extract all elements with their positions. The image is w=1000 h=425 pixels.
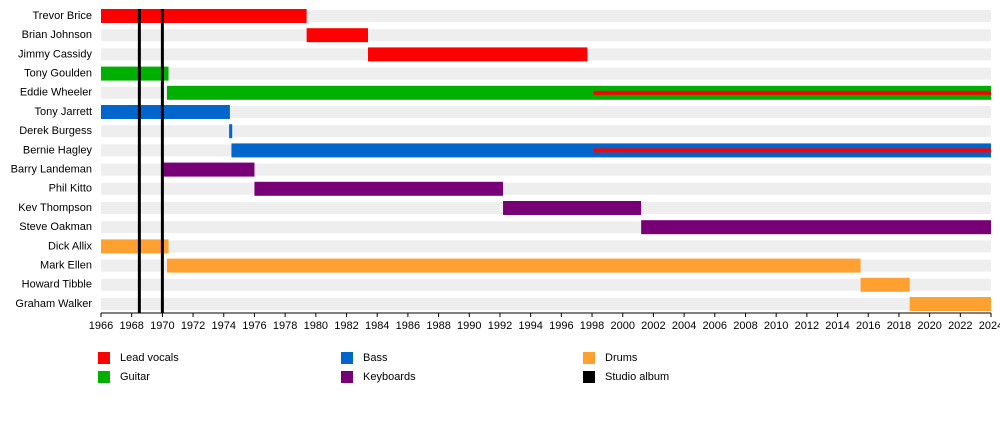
x-tick-label: 1984	[365, 320, 389, 332]
legend-label: Bass	[363, 352, 388, 364]
row-band	[101, 29, 991, 42]
member-bar	[162, 162, 255, 177]
x-tick-label: 1996	[549, 320, 573, 332]
row-label: Kev Thompson	[18, 202, 92, 214]
row-label: Brian Johnson	[22, 29, 92, 41]
legend-swatch	[583, 371, 595, 383]
x-tick-label: 2020	[917, 320, 941, 332]
x-tick-label: 1990	[457, 320, 481, 332]
x-tick-label: 1968	[119, 320, 143, 332]
legend-swatch	[98, 371, 110, 383]
row-label: Tony Jarrett	[35, 106, 92, 118]
row-band	[101, 10, 991, 22]
row-label: Bernie Hagley	[23, 144, 93, 156]
row-label: Howard Tibble	[22, 279, 92, 291]
x-tick-label: 1976	[242, 320, 266, 332]
x-tick-label: 1982	[334, 320, 358, 332]
row-band	[101, 163, 991, 176]
row-label: Steve Oakman	[19, 221, 92, 233]
x-tick-label: 1974	[212, 320, 236, 332]
member-bar	[101, 105, 230, 119]
member-bar	[593, 148, 991, 153]
x-tick-label: 2014	[825, 320, 849, 332]
member-bar	[101, 239, 169, 254]
row-label: Barry Landeman	[11, 164, 92, 176]
row-band	[101, 278, 991, 291]
row-label: Dick Allix	[48, 240, 93, 252]
member-bar	[101, 9, 307, 23]
row-label: Phil Kitto	[49, 183, 92, 195]
x-tick-label: 2012	[795, 320, 819, 332]
row-label: Graham Walker	[15, 298, 92, 310]
legend-swatch	[98, 352, 110, 364]
legend-label: Studio album	[605, 371, 669, 383]
row-band	[101, 125, 991, 138]
x-tick-label: 2006	[703, 320, 727, 332]
member-bar	[503, 201, 642, 215]
x-tick-label: 2002	[641, 320, 665, 332]
x-tick-label: 1972	[181, 320, 205, 332]
legend-label: Guitar	[120, 371, 150, 383]
legend-label: Keyboards	[363, 371, 416, 383]
legend-label: Drums	[605, 352, 638, 364]
member-bar	[229, 124, 233, 139]
legend-swatch	[341, 371, 353, 383]
x-tick-label: 1978	[273, 320, 297, 332]
x-tick-label: 1988	[426, 320, 450, 332]
member-bar	[166, 85, 991, 100]
x-tick-label: 1980	[304, 320, 328, 332]
legend-swatch	[583, 352, 595, 364]
legend-swatch	[341, 352, 353, 364]
x-tick-label: 2016	[856, 320, 880, 332]
member-bar	[101, 66, 169, 81]
row-label: Tony Goulden	[24, 68, 92, 80]
x-tick-label: 1994	[518, 320, 542, 332]
member-bar	[368, 47, 588, 62]
member-bar	[166, 258, 861, 273]
x-tick-label: 2018	[887, 320, 911, 332]
x-tick-label: 1970	[150, 320, 174, 332]
x-tick-label: 2000	[610, 320, 634, 332]
row-label: Eddie Wheeler	[20, 87, 92, 99]
row-band	[101, 106, 991, 118]
x-tick-label: 1966	[89, 320, 113, 332]
member-bar	[641, 220, 991, 235]
x-tick-label: 2024	[979, 320, 1000, 332]
legend-label: Lead vocals	[120, 352, 179, 364]
x-tick-label: 2008	[733, 320, 757, 332]
x-tick-label: 1992	[488, 320, 512, 332]
x-tick-label: 2010	[764, 320, 788, 332]
row-label: Trevor Brice	[33, 10, 93, 22]
member-bar	[909, 297, 991, 311]
row-band	[101, 182, 991, 195]
row-label: Jimmy Cassidy	[18, 48, 92, 60]
x-tick-label: 1998	[580, 320, 604, 332]
row-band	[101, 240, 991, 253]
member-bar	[860, 277, 910, 292]
x-tick-label: 2022	[948, 320, 972, 332]
x-tick-label: 2004	[672, 320, 696, 332]
x-tick-label: 1986	[396, 320, 420, 332]
row-band	[101, 298, 991, 310]
row-label: Derek Burgess	[19, 125, 92, 137]
row-label: Mark Ellen	[40, 260, 92, 272]
member-bar	[593, 90, 991, 95]
member-bar	[306, 28, 368, 43]
row-band	[101, 67, 991, 80]
member-bar	[254, 181, 504, 196]
